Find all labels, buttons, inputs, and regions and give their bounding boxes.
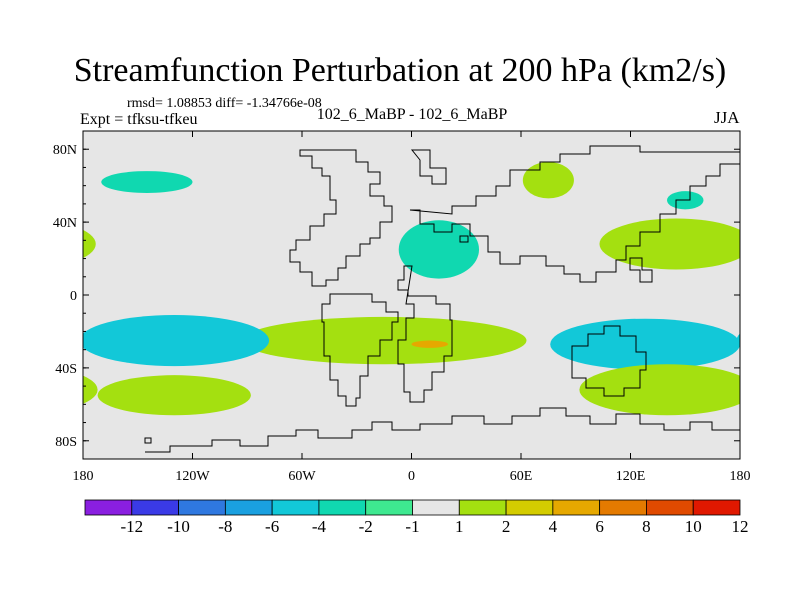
colorbar-box [224,499,273,516]
x-tick-label: 60E [510,469,533,484]
y-tick-label: 40N [53,216,77,231]
colorbar-box [318,499,367,516]
colorbar-label: -8 [218,517,232,536]
colorbar-box [365,499,413,516]
colorbar-label: 12 [732,517,749,536]
colorbar-box [458,499,507,516]
coastline-australia [571,325,647,397]
x-tick-label: 0 [408,469,415,484]
colorbar-label: -6 [265,517,279,536]
colorbar-box [271,499,320,516]
colorbar: -12 -10 -8 -6 -4 -2 -1 1 2 4 6 8 10 12 [84,499,749,536]
colorbar-box [552,499,601,516]
coastline-greenland [410,149,447,185]
colorbar-label: 8 [642,517,651,536]
field-southern-positive-east [579,364,740,416]
colorbar-box [505,499,554,516]
y-tick-label: 80S [55,435,77,450]
colorbar-label: -4 [312,517,327,536]
coastline-islet [144,437,152,444]
contour-fields [83,161,740,416]
field-south-pacific-negative [83,315,270,367]
coastline-north-america [289,149,393,287]
x-tick-label: 120E [616,469,646,484]
colorbar-label: 2 [502,517,511,536]
rmsd-diff-stats: rmsd= 1.08853 diff= -1.34766e-08 [127,96,322,111]
field-east-asia-positive [599,218,740,270]
coastline-eurasia [409,145,740,283]
chart-title: Streamfunction Perturbation at 200 hPa (… [73,52,727,89]
y-axis: 80N 40N 0 40S 80S [53,130,740,460]
coastline-south-america [321,293,399,407]
x-tick-label: 60W [288,469,316,484]
colorbar-label: -10 [167,517,190,536]
field-east-asia-positive-wrap [83,229,96,259]
case-label: 102_6_MaBP - 102_6_MaBP [316,106,508,123]
field-north-asia-positive [522,161,574,199]
colorbar-box [646,499,694,516]
experiment-label: Expt = tfksu-tfkeu [80,111,198,128]
x-tick-label: 180 [730,469,751,484]
colorbar-label: 6 [595,517,604,536]
y-tick-label: 40S [55,362,77,377]
colorbar-box [178,499,226,516]
coastline-outlines [144,145,740,453]
coastline-japan [629,257,653,283]
field-south-central-positive [241,316,527,365]
field-north-africa-negative [398,220,480,279]
field-southern-positive-east-wrap [83,375,98,404]
field-southern-positive-west [97,375,251,416]
x-tick-label: 120W [175,469,210,484]
colorbar-label: 4 [549,517,558,536]
colorbar-box [599,499,647,516]
coastline-africa [397,265,453,403]
colorbar-box [692,499,741,516]
y-tick-label: 0 [70,289,77,304]
x-tick-label: 180 [73,469,94,484]
colorbar-label: 10 [685,517,702,536]
colorbar-label: -12 [120,517,143,536]
colorbar-box [412,499,460,516]
field-south-indian-negative [550,318,740,370]
colorbar-label: -1 [405,517,419,536]
coastline-caspian [459,235,469,243]
colorbar-box [84,499,133,516]
field-north-pacific-negative [101,171,193,193]
colorbar-label: 1 [455,517,464,536]
coastline-antarctica [145,407,740,453]
season-label: JJA [714,108,740,127]
y-tick-label: 80N [53,143,77,158]
colorbar-box [131,499,179,516]
x-axis: 180 120W 60W 0 60E 120E 180 [73,131,751,484]
colorbar-label: -2 [359,517,373,536]
field-south-pacific-negative-wrap [736,333,740,348]
field-south-central-max [411,340,448,348]
